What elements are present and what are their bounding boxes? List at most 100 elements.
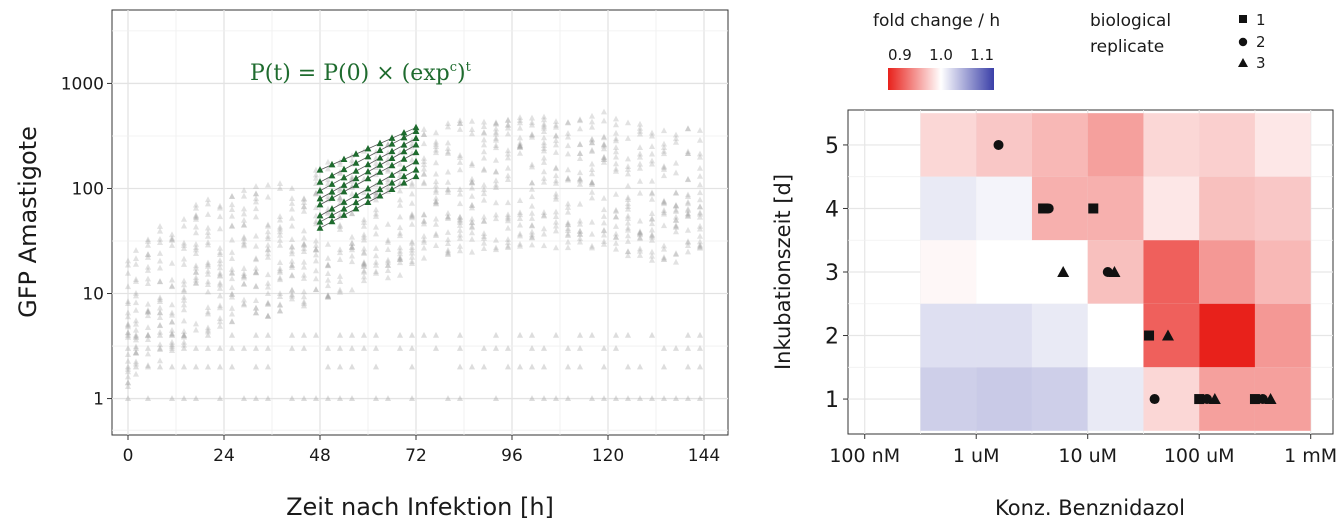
background-point [156,250,164,256]
background-point [216,302,224,309]
background-point [588,135,596,142]
background-point [624,212,632,219]
background-point [564,119,572,126]
background-point [576,140,584,147]
background-point [264,245,272,252]
background-point [684,248,692,255]
background-point [588,331,596,338]
background-point [300,298,308,305]
background-point [216,257,224,263]
background-point [696,238,704,245]
heatmap-cell [976,176,1032,241]
background-point [252,268,260,275]
growth-scatter-chart: 0 24 48 72 96 120 144 1 10 100 1000 P(t) = P(0) ×… [14,9,729,521]
background-point [228,249,236,255]
background-point [396,229,404,236]
background-point [564,174,572,181]
background-point [432,215,440,222]
background-point [312,237,320,244]
background-point [468,202,476,208]
heatmap-x-tick-labels: 100 nM 1 uM 10 uM 100 uM 1 mM [829,434,1337,467]
background-point [504,116,512,123]
background-point [624,395,632,401]
background-point [240,216,248,223]
background-point [156,278,164,285]
background-point [684,150,692,157]
background-point [564,208,572,215]
background-point [288,236,296,243]
background-point [456,190,464,197]
background-point [444,236,452,243]
background-point [180,301,188,308]
fit-point [376,146,384,154]
x-tick-label: 48 [309,446,331,466]
background-point [228,222,236,229]
background-point [420,131,428,138]
background-point [456,247,464,254]
background-point [516,209,524,216]
background-point [124,329,132,336]
background-point [444,240,452,247]
background-point [648,196,656,202]
background-point [144,331,152,338]
background-point [144,350,152,357]
background-point [528,133,536,140]
background-point [636,164,644,171]
background-point [564,225,572,232]
background-point [624,232,632,239]
background-point [240,395,248,401]
background-point [480,128,488,135]
background-point [696,164,704,171]
background-point [432,200,440,207]
background-point [672,208,680,214]
background-point [288,261,296,268]
x-tick-label: 0 [123,446,134,466]
background-point [600,231,608,238]
fit-point [412,123,420,131]
background-point [696,209,704,216]
background-point [192,223,200,230]
background-point [240,300,248,307]
background-point [504,242,512,249]
fit-point [328,205,336,212]
background-point [408,210,416,217]
background-point [360,273,368,280]
background-point [276,265,284,272]
background-point [228,305,236,311]
background-point [420,165,428,172]
background-point [672,135,680,142]
background-point [612,230,620,237]
background-point [288,185,296,191]
background-point [696,153,704,160]
fit-point [340,187,348,195]
background-point [564,230,572,237]
background-point [336,221,344,228]
background-point [624,170,632,177]
background-point [456,200,464,207]
legend-tick-high: 1.1 [970,46,994,64]
background-point [348,331,356,338]
background-point [552,123,560,130]
fit-point [388,179,396,186]
background-point [480,345,488,351]
background-point [300,302,308,309]
background-point [420,171,428,177]
background-point [228,222,236,229]
background-point [124,257,132,264]
y-tick-label: 10 [82,285,104,305]
background-point [124,333,132,340]
background-point [300,242,308,248]
background-point [252,195,260,202]
background-point [288,250,296,257]
fit-point [340,165,348,173]
fit-point [388,147,396,155]
heatmap-cell [920,176,977,241]
background-point [240,235,248,242]
background-point [408,140,416,147]
background-point [216,318,224,325]
background-point [180,331,188,338]
background-point [124,331,132,338]
background-point [672,251,680,258]
background-point [348,173,356,180]
background-point [384,239,392,245]
